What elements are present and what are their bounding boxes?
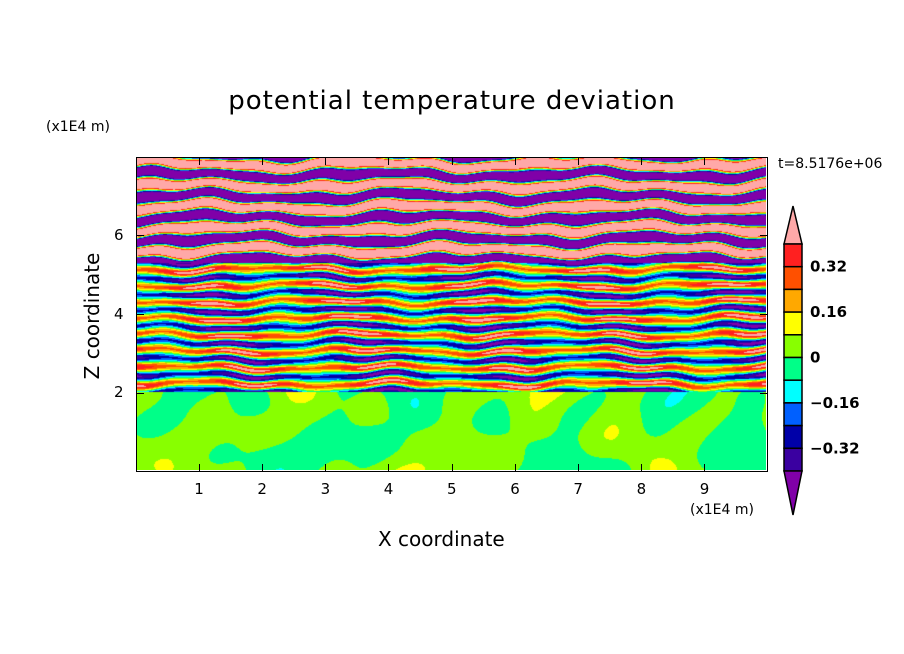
x-tick-mark bbox=[704, 157, 706, 165]
colorbar-tick-label: −0.32 bbox=[810, 439, 860, 457]
colorbar-segment bbox=[783, 424, 803, 450]
x-tick-mark bbox=[514, 464, 516, 472]
colorbar: 0.32 0.16 0 −0.16 −0.32 bbox=[783, 205, 860, 516]
x-tick-mark bbox=[261, 464, 263, 472]
y-tick-mark bbox=[760, 235, 768, 237]
x-tick-mark bbox=[388, 464, 390, 472]
x-tick-mark bbox=[388, 157, 390, 165]
x-tick-mark bbox=[261, 157, 263, 165]
x-tick-mark bbox=[325, 464, 327, 472]
x-tick-mark bbox=[325, 157, 327, 165]
y-tick-label: 2 bbox=[114, 383, 124, 402]
colorbar-segment bbox=[783, 288, 803, 313]
colorbar-segment bbox=[783, 402, 803, 427]
x-tick-mark bbox=[577, 157, 579, 165]
x-tick-label: 8 bbox=[636, 480, 647, 498]
colorbar-segment bbox=[783, 334, 803, 359]
colorbar-extend-low bbox=[783, 470, 803, 516]
x-tick-label: 2 bbox=[257, 480, 267, 498]
x-tick-mark bbox=[704, 464, 706, 472]
y-axis-unit: (x1E4 m) bbox=[46, 119, 110, 135]
colorbar-tick-label: 0 bbox=[810, 349, 820, 367]
colorbar-segment bbox=[783, 379, 803, 404]
x-axis-unit: (x1E4 m) bbox=[690, 502, 754, 518]
x-tick-mark bbox=[451, 464, 453, 472]
y-tick-mark bbox=[136, 235, 144, 237]
x-tick-label: 9 bbox=[699, 480, 710, 498]
colorbar-segment bbox=[783, 265, 803, 291]
colorbar-segment bbox=[783, 311, 803, 336]
x-axis-label: X coordinate bbox=[378, 527, 505, 551]
x-tick-mark bbox=[198, 157, 200, 165]
x-tick-label: 3 bbox=[320, 480, 331, 498]
x-tick-label: 6 bbox=[510, 480, 520, 498]
colorbar-extend-high bbox=[783, 205, 803, 245]
contour-field bbox=[137, 158, 766, 470]
x-tick-label: 1 bbox=[194, 480, 204, 498]
y-tick-mark bbox=[136, 392, 144, 394]
chart-title: potential temperature deviation bbox=[228, 86, 676, 116]
x-tick-mark bbox=[641, 464, 643, 472]
colorbar-segment bbox=[783, 356, 803, 381]
colorbar-segment bbox=[783, 243, 803, 268]
colorbar-tick-label: 0.16 bbox=[810, 303, 847, 321]
time-label: t=8.5176e+06 bbox=[778, 156, 883, 172]
y-tick-label: 4 bbox=[114, 304, 124, 323]
x-tick-mark bbox=[451, 157, 453, 165]
plot-area bbox=[136, 157, 768, 472]
colorbar-segment bbox=[783, 447, 803, 472]
x-tick-mark bbox=[577, 464, 579, 472]
x-tick-mark bbox=[514, 157, 516, 165]
x-tick-label: 5 bbox=[447, 480, 457, 498]
colorbar-tick-label: 0.32 bbox=[810, 258, 847, 276]
x-tick-label: 7 bbox=[573, 480, 583, 498]
y-tick-mark bbox=[136, 314, 144, 315]
x-tick-label: 4 bbox=[383, 480, 394, 498]
x-tick-mark bbox=[641, 157, 643, 165]
y-tick-mark bbox=[760, 314, 768, 315]
colorbar-tick-label: −0.16 bbox=[810, 394, 860, 412]
y-tick-mark bbox=[760, 392, 768, 394]
y-tick-label: 6 bbox=[114, 225, 124, 244]
x-tick-mark bbox=[198, 464, 200, 472]
y-axis-label: Z coordinate bbox=[80, 252, 104, 380]
